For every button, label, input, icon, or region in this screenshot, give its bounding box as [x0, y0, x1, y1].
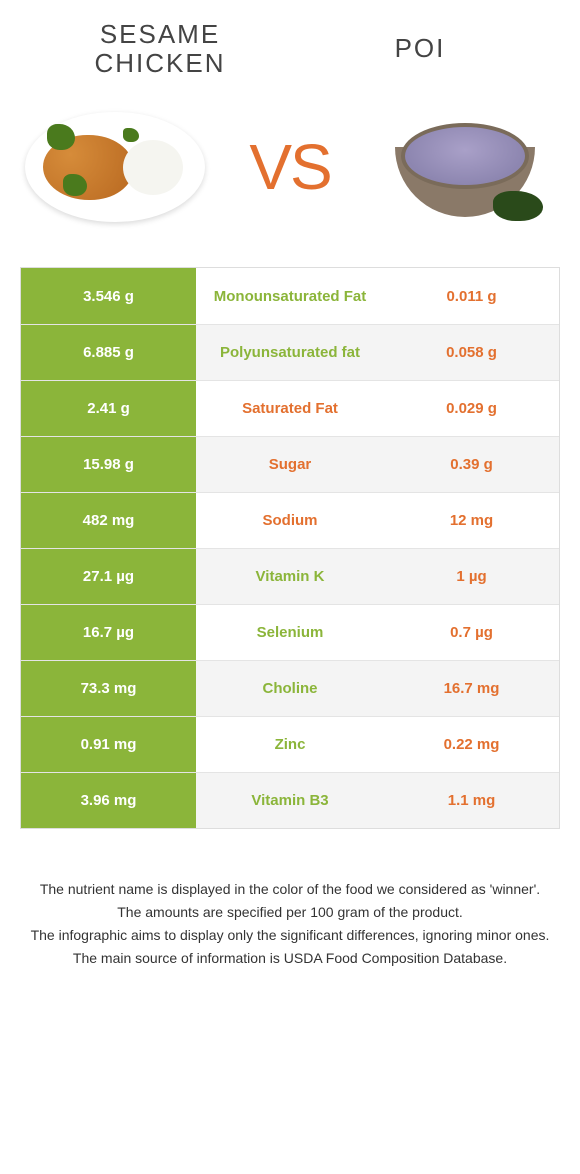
table-row: 2.41 gSaturated Fat0.029 g [21, 380, 559, 436]
footer-line: The amounts are specified per 100 gram o… [30, 902, 550, 923]
food2-value: 0.058 g [384, 325, 559, 380]
food2-image [370, 97, 560, 237]
nutrient-label: Polyunsaturated fat [196, 325, 384, 380]
nutrient-table: 3.546 gMonounsaturated Fat0.011 g6.885 g… [20, 267, 560, 829]
food1-value: 6.885 g [21, 325, 196, 380]
food2-value: 0.029 g [384, 381, 559, 436]
food1-value: 2.41 g [21, 381, 196, 436]
food2-value: 16.7 mg [384, 661, 559, 716]
food1-value: 27.1 µg [21, 549, 196, 604]
nutrient-label: Choline [196, 661, 384, 716]
food2-title-col: Poi [290, 34, 550, 63]
header: Sesame Chicken Poi [0, 0, 580, 87]
food1-value: 3.96 mg [21, 773, 196, 828]
food2-value: 0.22 mg [384, 717, 559, 772]
table-row: 27.1 µgVitamin K1 µg [21, 548, 559, 604]
nutrient-label: Saturated Fat [196, 381, 384, 436]
footer-line: The infographic aims to display only the… [30, 925, 550, 946]
food1-value: 15.98 g [21, 437, 196, 492]
table-row: 15.98 gSugar0.39 g [21, 436, 559, 492]
table-row: 0.91 mgZinc0.22 mg [21, 716, 559, 772]
nutrient-label: Zinc [196, 717, 384, 772]
table-row: 3.96 mgVitamin B31.1 mg [21, 772, 559, 828]
food1-value: 3.546 g [21, 268, 196, 324]
nutrient-label: Vitamin B3 [196, 773, 384, 828]
food2-value: 0.011 g [384, 268, 559, 324]
food1-image [20, 97, 210, 237]
food2-value: 12 mg [384, 493, 559, 548]
food1-value: 73.3 mg [21, 661, 196, 716]
nutrient-label: Monounsaturated Fat [196, 268, 384, 324]
food1-title: Sesame Chicken [30, 20, 290, 77]
nutrient-label: Sodium [196, 493, 384, 548]
table-row: 482 mgSodium12 mg [21, 492, 559, 548]
nutrient-label: Selenium [196, 605, 384, 660]
food1-value: 482 mg [21, 493, 196, 548]
food1-value: 16.7 µg [21, 605, 196, 660]
table-row: 73.3 mgCholine16.7 mg [21, 660, 559, 716]
table-row: 6.885 gPolyunsaturated fat0.058 g [21, 324, 559, 380]
footer-line: The nutrient name is displayed in the co… [30, 879, 550, 900]
nutrient-label: Vitamin K [196, 549, 384, 604]
food2-value: 0.7 µg [384, 605, 559, 660]
food2-title: Poi [290, 34, 550, 63]
vs-label: VS [249, 130, 330, 204]
footer-notes: The nutrient name is displayed in the co… [0, 829, 580, 991]
food2-value: 1 µg [384, 549, 559, 604]
table-row: 16.7 µgSelenium0.7 µg [21, 604, 559, 660]
food1-title-col: Sesame Chicken [30, 20, 290, 77]
food2-value: 1.1 mg [384, 773, 559, 828]
images-row: VS [0, 87, 580, 267]
table-row: 3.546 gMonounsaturated Fat0.011 g [21, 268, 559, 324]
food1-value: 0.91 mg [21, 717, 196, 772]
footer-line: The main source of information is USDA F… [30, 948, 550, 969]
food2-value: 0.39 g [384, 437, 559, 492]
nutrient-label: Sugar [196, 437, 384, 492]
